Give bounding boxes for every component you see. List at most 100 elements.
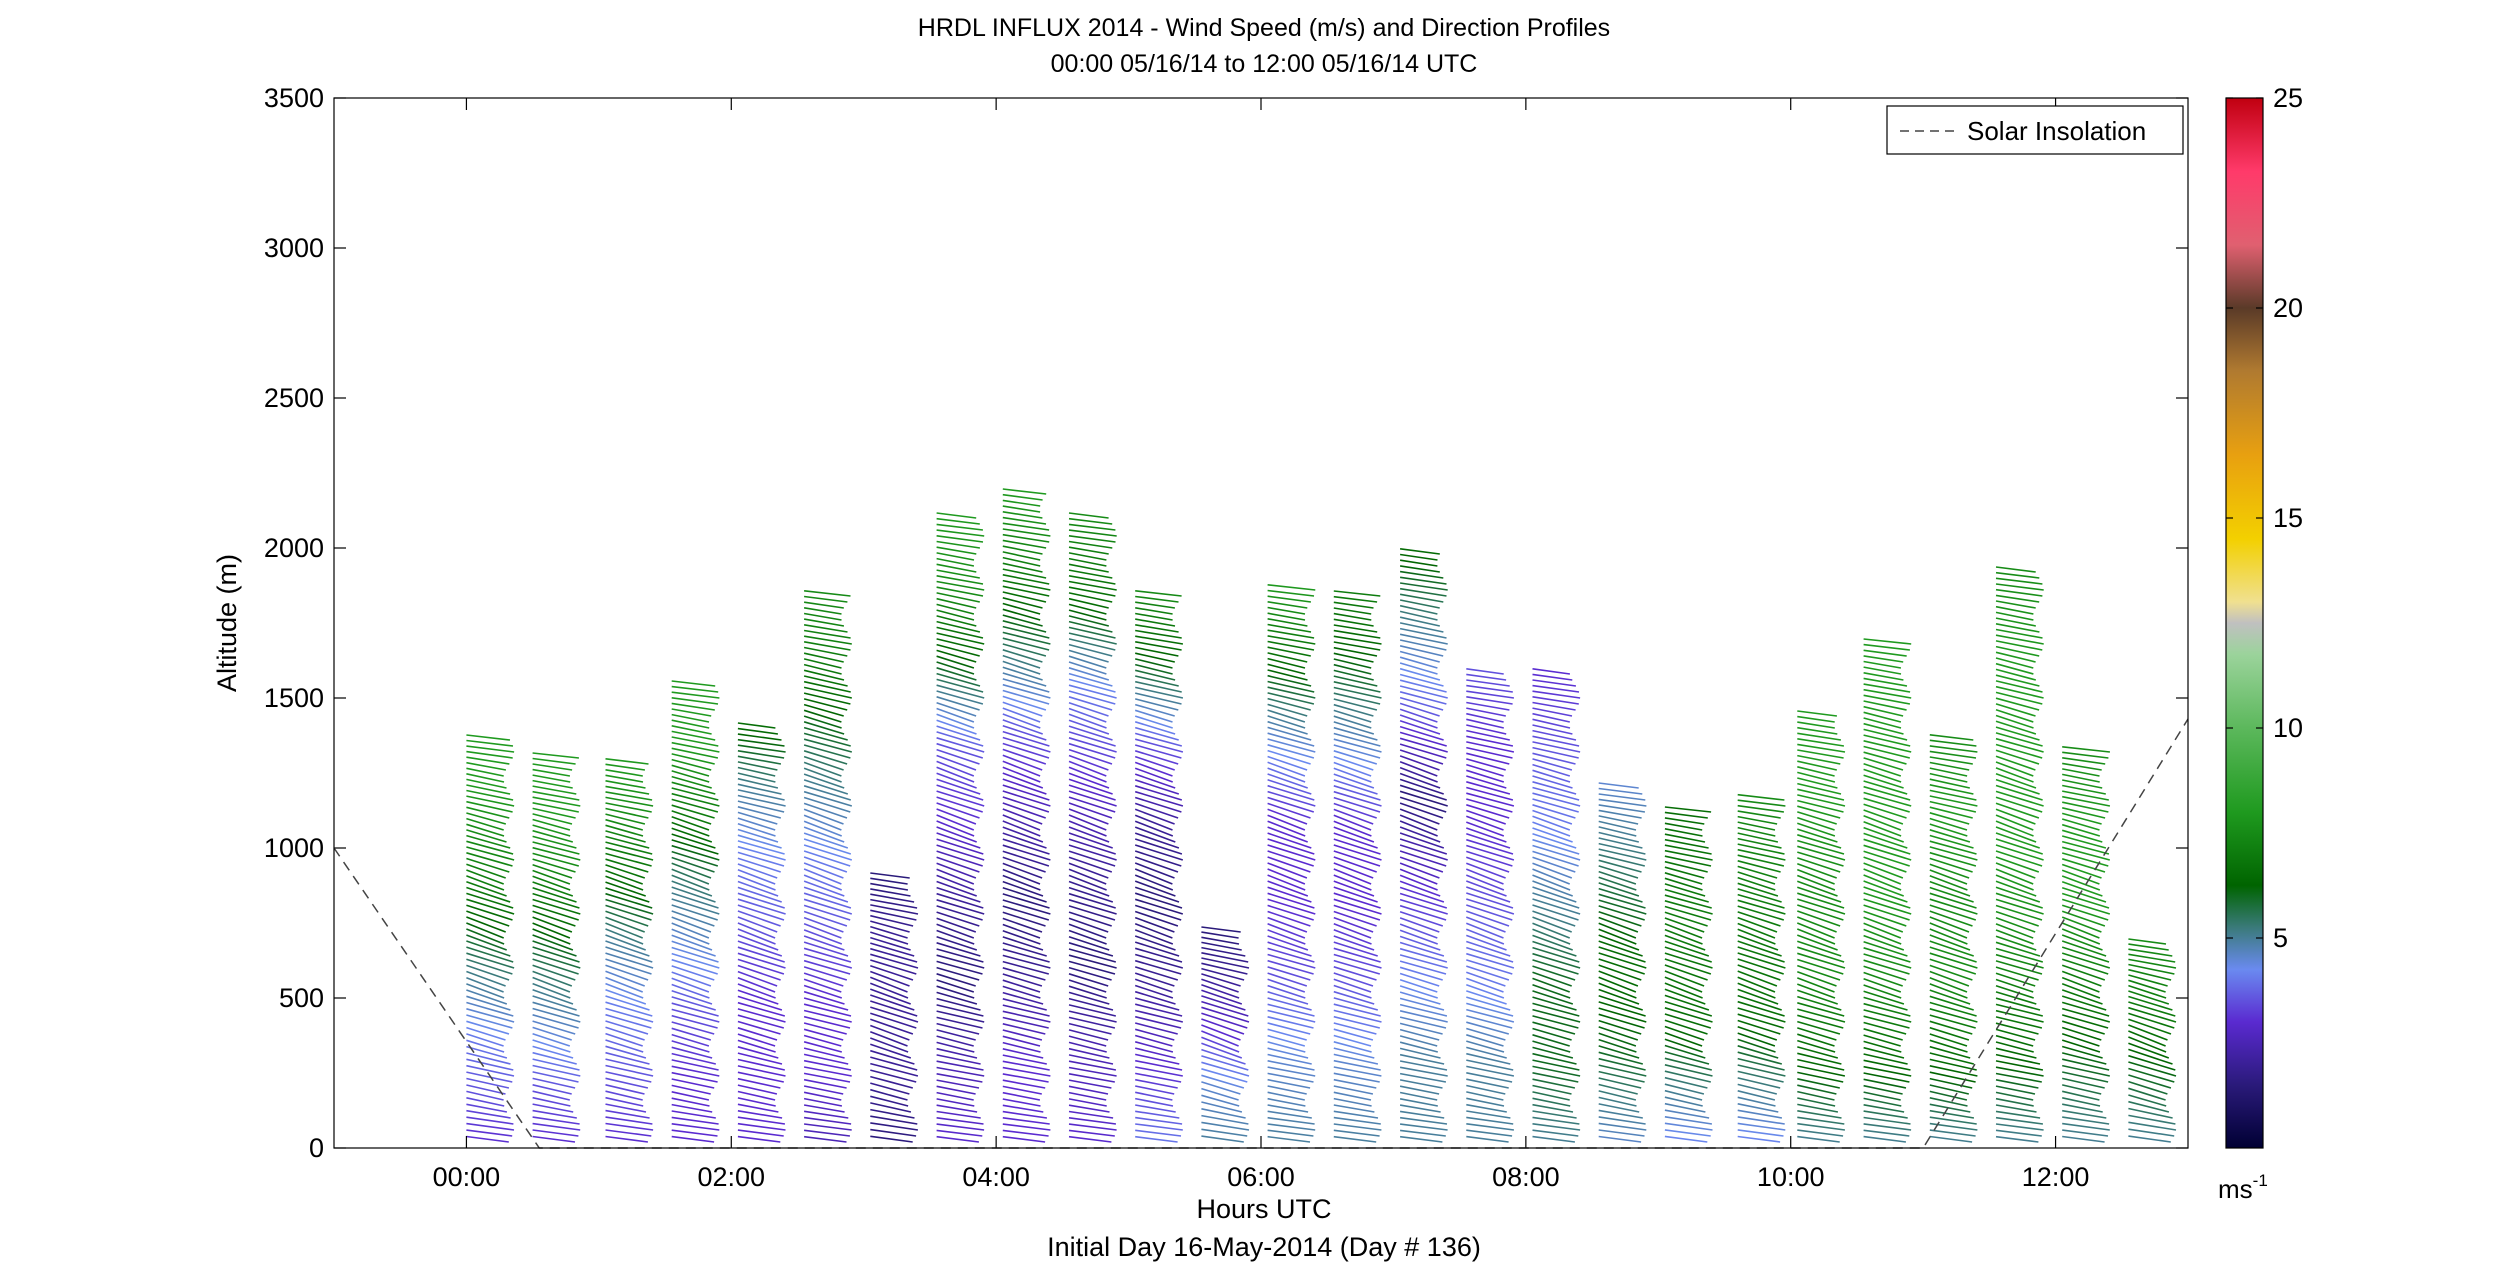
- wind-barb: [1466, 833, 1511, 849]
- wind-barb: [2061, 875, 2101, 891]
- wind-barb: [1863, 785, 1911, 801]
- wind-barb: [1399, 820, 1438, 837]
- wind-barb: [1863, 928, 1902, 945]
- wind-barb: [1466, 959, 1513, 975]
- wind-barb: [1068, 1073, 1115, 1083]
- wind-barb: [532, 779, 573, 789]
- wind-barb: [1333, 880, 1375, 897]
- wind-barb: [1466, 977, 1504, 993]
- wind-barb: [1068, 563, 1109, 573]
- wind-barb: [1267, 1129, 1314, 1137]
- wind-barb: [1135, 658, 1173, 669]
- wind-barb: [1995, 755, 2036, 771]
- wind-barb: [1002, 533, 1050, 543]
- wind-barb: [1598, 887, 1643, 903]
- wind-barb: [1135, 590, 1182, 597]
- wind-barb: [1333, 1066, 1382, 1077]
- wind-barb: [936, 684, 985, 699]
- wind-barb: [1267, 820, 1306, 837]
- wind-barb: [532, 1014, 579, 1029]
- wind-barb: [1333, 1085, 1374, 1095]
- wind-barb: [1201, 1128, 1248, 1137]
- wind-barb: [936, 535, 984, 543]
- wind-barb: [803, 820, 842, 837]
- wind-barb: [1532, 769, 1571, 783]
- wind-barb: [1995, 935, 2037, 951]
- wind-barb: [1134, 862, 1175, 879]
- wind-barb: [1532, 856, 1576, 873]
- wind-barb: [1134, 767, 1173, 783]
- wind-barb: [1399, 784, 1447, 801]
- wind-barb: [1995, 1053, 2041, 1065]
- wind-barb: [2062, 1064, 2110, 1077]
- wind-barb: [1737, 1070, 1784, 1083]
- wind-barb: [1002, 778, 1047, 795]
- wind-barb: [1002, 1091, 1041, 1101]
- wind-barb: [1863, 809, 1904, 825]
- wind-barb: [1134, 726, 1179, 741]
- wind-barb: [936, 802, 980, 819]
- wind-barb: [1333, 595, 1378, 603]
- wind-barb: [1863, 1059, 1911, 1071]
- wind-barb: [1333, 953, 1382, 969]
- wind-barb: [1002, 666, 1043, 681]
- wind-barb: [737, 811, 778, 825]
- wind-barb: [1267, 709, 1306, 723]
- wind-barb: [1598, 1077, 1642, 1089]
- wind-barb: [1135, 680, 1182, 693]
- wind-barb: [466, 1135, 509, 1143]
- wind-barb: [737, 817, 776, 831]
- x-tick-label: 00:00: [433, 1162, 501, 1192]
- wind-barb: [1068, 643, 1113, 657]
- wind-barb: [1267, 910, 1311, 927]
- wind-barb: [1267, 1009, 1316, 1023]
- wind-barb: [803, 808, 844, 825]
- wind-barb: [1466, 815, 1504, 831]
- wind-barb: [1068, 713, 1107, 729]
- wind-barb: [1002, 1079, 1046, 1089]
- wind-barb: [1929, 869, 1968, 885]
- wind-barb: [671, 1008, 720, 1023]
- wind-barb: [2128, 1100, 2170, 1113]
- wind-barb: [532, 982, 571, 999]
- wind-barb: [1466, 1040, 1505, 1053]
- wind-barb: [1664, 1032, 1703, 1047]
- wind-barb: [803, 904, 851, 921]
- wind-barb: [1466, 696, 1513, 705]
- wind-barb: [671, 1065, 720, 1077]
- wind-barb: [1267, 646, 1311, 657]
- legend: Solar Insolation: [1886, 105, 2184, 155]
- wind-barb: [1201, 1055, 1249, 1071]
- wind-barb: [1598, 831, 1639, 843]
- wind-barb: [737, 1071, 784, 1083]
- wind-barb: [1737, 1057, 1785, 1071]
- wind-barb: [1134, 802, 1179, 819]
- wind-barb: [1068, 684, 1117, 699]
- wind-barb: [803, 652, 844, 663]
- wind-barb: [605, 875, 644, 891]
- wind-barb: [1002, 808, 1043, 825]
- wind-barb: [1333, 1078, 1377, 1089]
- wind-barb: [605, 1084, 645, 1095]
- wind-barb: [1333, 868, 1372, 885]
- wind-barb: [1532, 792, 1581, 807]
- wind-barb: [936, 546, 977, 555]
- wind-barb: [466, 995, 511, 1011]
- wind-barb: [737, 869, 776, 885]
- wind-barb: [803, 916, 844, 933]
- wind-barb: [1068, 742, 1116, 759]
- wind-barb: [936, 620, 981, 633]
- colorbar-tick-label: 25: [2273, 83, 2303, 113]
- wind-barb: [1333, 773, 1375, 789]
- wind-barb: [1466, 1059, 1514, 1071]
- wind-barb: [1929, 875, 1968, 891]
- wind-barb: [1466, 880, 1507, 897]
- wind-barb: [1995, 1085, 2036, 1095]
- wind-barb: [1002, 942, 1047, 957]
- wind-barb: [1399, 1066, 1448, 1077]
- wind-barb: [936, 886, 981, 903]
- wind-barb: [1267, 1123, 1316, 1131]
- wind-barb: [737, 851, 785, 867]
- wind-barb: [1333, 856, 1377, 873]
- wind-barb: [1002, 516, 1047, 525]
